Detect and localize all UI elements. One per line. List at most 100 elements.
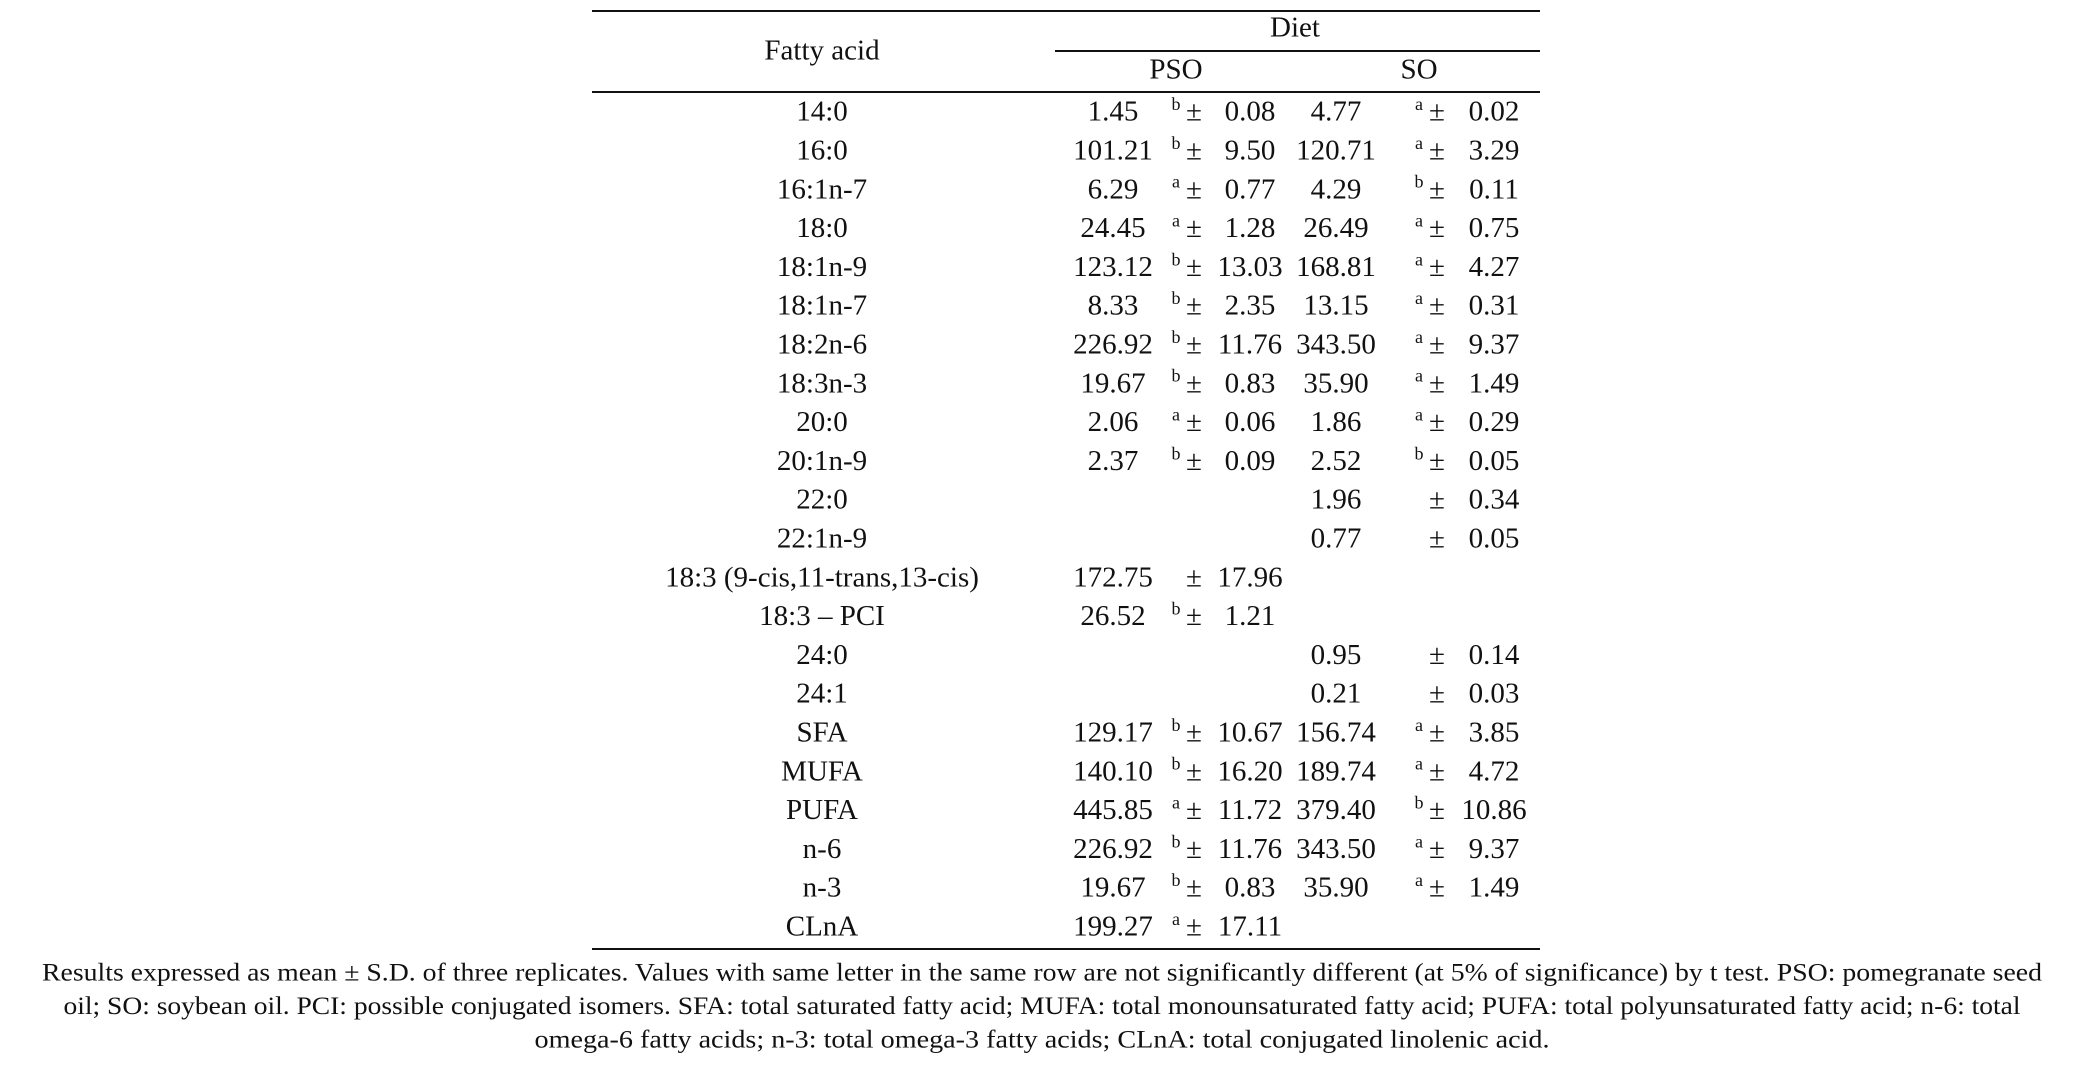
sd-value: 0.09 [1225,445,1276,477]
mean-value: 0.21 [1311,678,1362,710]
sd-value: 0.34 [1469,484,1520,516]
plus-minus: ± [1429,445,1445,477]
plus-minus: ± [1186,406,1202,438]
plus-minus: ± [1429,290,1445,322]
mean-value: 168.81 [1296,251,1376,283]
mean-value: 140.10 [1073,755,1153,787]
mean-value: 226.92 [1073,328,1153,360]
mean-value: 8.33 [1088,290,1139,322]
significance-letter: a [1172,172,1180,192]
sd-value: 11.72 [1218,794,1282,826]
sd-value: 0.75 [1469,212,1520,244]
fatty-acid-label: 20:0 [796,406,848,438]
plus-minus: ± [1429,212,1445,244]
mean-value: 2.52 [1311,445,1362,477]
plus-minus: ± [1429,328,1445,360]
sd-value: 17.96 [1217,561,1282,593]
sd-value: 9.50 [1225,134,1276,166]
plus-minus: ± [1186,173,1202,205]
mean-value: 19.67 [1080,872,1145,904]
sd-value: 1.49 [1469,367,1520,399]
significance-letter: a [1415,211,1423,231]
fatty-acid-label: 14:0 [796,96,848,128]
plus-minus: ± [1429,794,1445,826]
fatty-acid-label: 16:1n-7 [777,173,867,205]
significance-letter: b [1172,870,1181,890]
plus-minus: ± [1186,290,1202,322]
fatty-acid-label: 18:2n-6 [777,328,867,360]
significance-letter: b [1172,366,1181,386]
plus-minus: ± [1429,833,1445,865]
mean-value: 35.90 [1303,367,1368,399]
significance-letter: b [1172,831,1181,851]
column-header: SO [1400,54,1437,86]
plus-minus: ± [1429,367,1445,399]
fatty-acid-label: PUFA [786,794,858,826]
sd-value: 0.02 [1469,96,1520,128]
sd-value: 0.29 [1469,406,1520,438]
mean-value: 379.40 [1296,794,1376,826]
sd-value: 0.05 [1469,445,1520,477]
plus-minus: ± [1186,910,1202,942]
significance-letter: b [1172,94,1181,114]
significance-letter: b [1172,288,1181,308]
mean-value: 156.74 [1296,716,1376,748]
plus-minus: ± [1186,716,1202,748]
plus-minus: ± [1429,872,1445,904]
fatty-acid-label: 18:3 (9-cis,11-trans,13-cis) [665,561,979,593]
fatty-acid-label: 22:1n-9 [777,522,867,554]
plus-minus: ± [1186,794,1202,826]
significance-letter: a [1172,211,1180,231]
plus-minus: ± [1186,328,1202,360]
plus-minus: ± [1186,134,1202,166]
sd-value: 10.86 [1461,794,1526,826]
plus-minus: ± [1186,833,1202,865]
mean-value: 2.37 [1088,445,1139,477]
mean-value: 26.49 [1303,212,1368,244]
sd-value: 0.11 [1469,173,1519,205]
sd-value: 16.20 [1217,755,1282,787]
significance-letter: b [1415,793,1424,813]
column-header: Fatty acid [764,35,880,67]
significance-letter: a [1172,909,1180,929]
mean-value: 4.77 [1311,96,1362,128]
significance-letter: b [1415,172,1424,192]
significance-letter: a [1415,288,1423,308]
significance-letter: b [1415,443,1424,463]
significance-letter: b [1172,327,1181,347]
plus-minus: ± [1186,212,1202,244]
mean-value: 0.95 [1311,639,1362,671]
plus-minus: ± [1186,251,1202,283]
mean-value: 343.50 [1296,328,1376,360]
mean-value: 2.06 [1088,406,1139,438]
plus-minus: ± [1186,561,1202,593]
mean-value: 120.71 [1296,134,1376,166]
footnote-line: omega-6 fatty acids; n-3: total omega-3 … [535,1027,1550,1054]
mean-value: 24.45 [1080,212,1145,244]
plus-minus: ± [1186,755,1202,787]
mean-value: 226.92 [1073,833,1153,865]
mean-value: 6.29 [1088,173,1139,205]
mean-value: 4.29 [1311,173,1362,205]
plus-minus: ± [1429,173,1445,205]
significance-letter: a [1415,754,1423,774]
sd-value: 0.83 [1225,872,1276,904]
significance-letter: a [1415,870,1423,890]
significance-letter: a [1415,94,1423,114]
mean-value: 1.45 [1088,96,1139,128]
sd-value: 13.03 [1217,251,1282,283]
sd-value: 10.67 [1217,716,1282,748]
sd-value: 1.28 [1225,212,1276,244]
plus-minus: ± [1429,678,1445,710]
mean-value: 0.77 [1311,522,1362,554]
sd-value: 17.11 [1218,910,1282,942]
mean-value: 445.85 [1073,794,1153,826]
fatty-acid-label: 18:0 [796,212,848,244]
fatty-acid-label: 18:3 – PCI [759,600,885,632]
significance-letter: b [1172,599,1181,619]
mean-value: 35.90 [1303,872,1368,904]
significance-letter: a [1415,831,1423,851]
mean-value: 101.21 [1073,134,1153,166]
fatty-acid-label: 18:1n-7 [777,290,867,322]
